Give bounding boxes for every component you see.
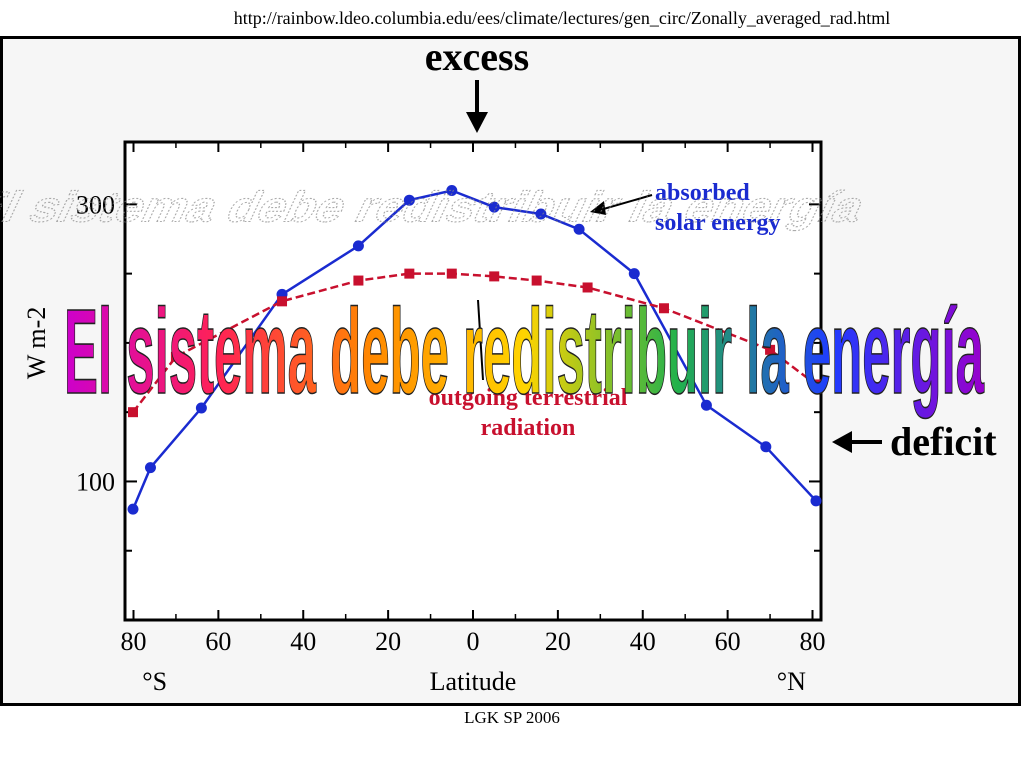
- outgoing-terrestrial-point: [531, 275, 542, 286]
- absorbed-pointer-head: [590, 201, 606, 215]
- x-south-label: °S: [142, 667, 167, 696]
- absorbed-solar-point: [352, 240, 364, 252]
- x-axis-title: Latitude: [430, 667, 517, 696]
- x-tick-label: 20: [545, 627, 571, 656]
- outgoing-annotation-line1: outgoing terrestrial: [429, 385, 628, 411]
- absorbed-solar-point: [488, 201, 500, 213]
- absorbed-solar-point: [195, 402, 207, 414]
- x-tick-label: 0: [467, 627, 480, 656]
- x-tick-label: 40: [630, 627, 656, 656]
- absorbed-solar-point: [810, 495, 822, 507]
- outgoing-terrestrial-point: [446, 268, 457, 279]
- outgoing-terrestrial-point: [404, 268, 415, 279]
- absorbed-solar-point: [628, 268, 640, 280]
- x-tick-label: 80: [120, 627, 146, 656]
- footer-credit: LGK SP 2006: [464, 708, 560, 727]
- overlay-title: El sistema debe redistribuir la energía: [64, 284, 985, 419]
- y-tick-label: 100: [76, 467, 115, 496]
- absorbed-solar-line: [131, 189, 817, 510]
- absorbed-solar-point: [403, 194, 415, 206]
- outgoing-terrestrial-point: [658, 303, 669, 314]
- x-tick-label: 40: [290, 627, 316, 656]
- source-url: http://rainbow.ldeo.columbia.edu/ees/cli…: [233, 8, 891, 28]
- y-axis-title: W m-2: [22, 307, 51, 379]
- absorbed-solar-point: [446, 184, 458, 196]
- x-north-label: °N: [777, 667, 806, 696]
- absorbed-pointer: [599, 194, 653, 211]
- outgoing-pointer: [477, 299, 484, 381]
- outgoing-terrestrial-line: [132, 272, 817, 413]
- outgoing-terrestrial-point: [170, 351, 181, 362]
- absorbed-solar-point: [144, 462, 156, 474]
- absorbed-solar-point: [760, 441, 772, 453]
- absorbed-solar-point: [700, 399, 712, 411]
- x-tick-label: 20: [375, 627, 401, 656]
- absorbed-annotation-line2: solar energy: [655, 210, 781, 236]
- outgoing-annotation-line2: radiation: [481, 415, 576, 441]
- outgoing-terrestrial-point: [128, 407, 138, 418]
- excess-label: excess: [425, 34, 529, 79]
- overlay-title-shadow: El sistema debe redistribuir la energía: [0, 183, 875, 231]
- outgoing-terrestrial-point: [765, 344, 776, 355]
- x-tick-label: 60: [715, 627, 741, 656]
- absorbed-solar-point: [127, 503, 139, 515]
- x-tick-label: 60: [205, 627, 231, 656]
- outgoing-terrestrial-point: [582, 282, 593, 293]
- absorbed-annotation-line1: absorbed: [655, 180, 750, 206]
- deficit-label: deficit: [890, 419, 997, 464]
- excess-arrow-head: [466, 112, 488, 133]
- outgoing-terrestrial-point: [277, 296, 288, 307]
- outgoing-terrestrial-point: [811, 379, 821, 390]
- absorbed-solar-point: [573, 223, 585, 235]
- outgoing-terrestrial-point: [489, 271, 500, 282]
- x-tick-label: 80: [800, 627, 826, 656]
- outgoing-terrestrial-point: [353, 275, 364, 286]
- deficit-arrow-head: [832, 431, 852, 453]
- absorbed-solar-point: [535, 208, 547, 220]
- y-tick-label: 300: [76, 190, 115, 219]
